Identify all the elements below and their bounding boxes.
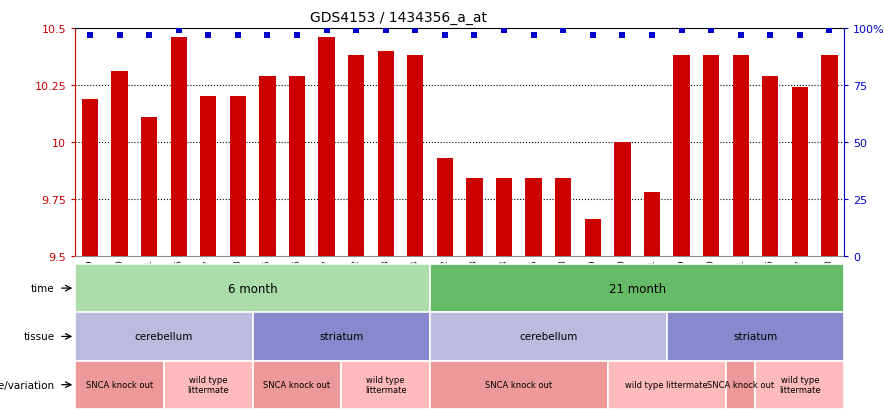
Text: cerebellum: cerebellum bbox=[519, 332, 577, 342]
Point bbox=[556, 28, 570, 35]
Text: 21 month: 21 month bbox=[608, 282, 666, 295]
Bar bbox=[75, 361, 164, 409]
Text: SNCA knock out: SNCA knock out bbox=[86, 380, 153, 389]
Bar bbox=[408, 56, 423, 256]
Bar bbox=[253, 361, 341, 409]
Point bbox=[586, 32, 600, 39]
Point bbox=[171, 28, 186, 35]
Text: tissue: tissue bbox=[23, 332, 55, 342]
Point bbox=[615, 32, 629, 39]
Bar bbox=[75, 313, 253, 361]
Point bbox=[112, 32, 126, 39]
Bar bbox=[200, 97, 217, 256]
Text: striatum: striatum bbox=[734, 332, 778, 342]
Title: GDS4153 / 1434356_a_at: GDS4153 / 1434356_a_at bbox=[309, 11, 487, 25]
Text: SNCA knock out: SNCA knock out bbox=[707, 380, 774, 389]
Bar bbox=[82, 100, 98, 256]
Bar bbox=[674, 56, 690, 256]
Point bbox=[349, 28, 363, 35]
Bar bbox=[467, 179, 483, 256]
Text: striatum: striatum bbox=[319, 332, 363, 342]
Text: genotype/variation: genotype/variation bbox=[0, 380, 55, 390]
Bar bbox=[253, 313, 431, 361]
Text: time: time bbox=[31, 283, 55, 293]
Point bbox=[497, 28, 511, 35]
Point bbox=[822, 28, 836, 35]
Bar bbox=[756, 361, 844, 409]
Text: SNCA knock out: SNCA knock out bbox=[485, 380, 552, 389]
Bar bbox=[141, 118, 157, 256]
Bar bbox=[607, 361, 726, 409]
Bar bbox=[726, 361, 756, 409]
Point bbox=[378, 28, 392, 35]
Point bbox=[408, 28, 423, 35]
Point bbox=[202, 32, 216, 39]
Text: wild type littermate: wild type littermate bbox=[625, 380, 708, 389]
Point bbox=[231, 32, 245, 39]
Point bbox=[734, 32, 748, 39]
Bar bbox=[377, 52, 394, 256]
Point bbox=[142, 32, 156, 39]
Bar bbox=[614, 142, 630, 256]
Bar bbox=[762, 77, 779, 256]
Bar bbox=[230, 97, 246, 256]
Point bbox=[793, 32, 807, 39]
Bar bbox=[644, 192, 660, 256]
Bar bbox=[733, 56, 749, 256]
Point bbox=[763, 32, 777, 39]
Bar bbox=[431, 313, 667, 361]
Bar bbox=[348, 56, 364, 256]
Point bbox=[319, 28, 333, 35]
Bar bbox=[431, 264, 844, 313]
Point bbox=[468, 32, 482, 39]
Point bbox=[83, 32, 97, 39]
Point bbox=[645, 32, 659, 39]
Bar bbox=[667, 313, 844, 361]
Bar bbox=[111, 72, 127, 256]
Text: 6 month: 6 month bbox=[228, 282, 278, 295]
Text: wild type
littermate: wild type littermate bbox=[187, 375, 229, 394]
Bar bbox=[289, 77, 305, 256]
Bar bbox=[525, 179, 542, 256]
Bar bbox=[821, 56, 837, 256]
Point bbox=[290, 32, 304, 39]
Text: wild type
littermate: wild type littermate bbox=[365, 375, 407, 394]
Bar bbox=[431, 361, 607, 409]
Bar bbox=[164, 361, 253, 409]
Bar bbox=[259, 77, 276, 256]
Text: cerebellum: cerebellum bbox=[134, 332, 193, 342]
Bar bbox=[341, 361, 431, 409]
Point bbox=[527, 32, 541, 39]
Point bbox=[704, 28, 718, 35]
Point bbox=[260, 32, 274, 39]
Bar bbox=[792, 88, 808, 256]
Bar bbox=[318, 38, 335, 256]
Bar bbox=[171, 38, 187, 256]
Bar bbox=[555, 179, 571, 256]
Bar bbox=[496, 179, 512, 256]
Bar bbox=[75, 264, 431, 313]
Point bbox=[438, 32, 452, 39]
Bar bbox=[703, 56, 720, 256]
Point bbox=[674, 28, 689, 35]
Text: SNCA knock out: SNCA knock out bbox=[263, 380, 331, 389]
Bar bbox=[584, 220, 601, 256]
Text: wild type
littermate: wild type littermate bbox=[779, 375, 820, 394]
Bar bbox=[437, 159, 453, 256]
